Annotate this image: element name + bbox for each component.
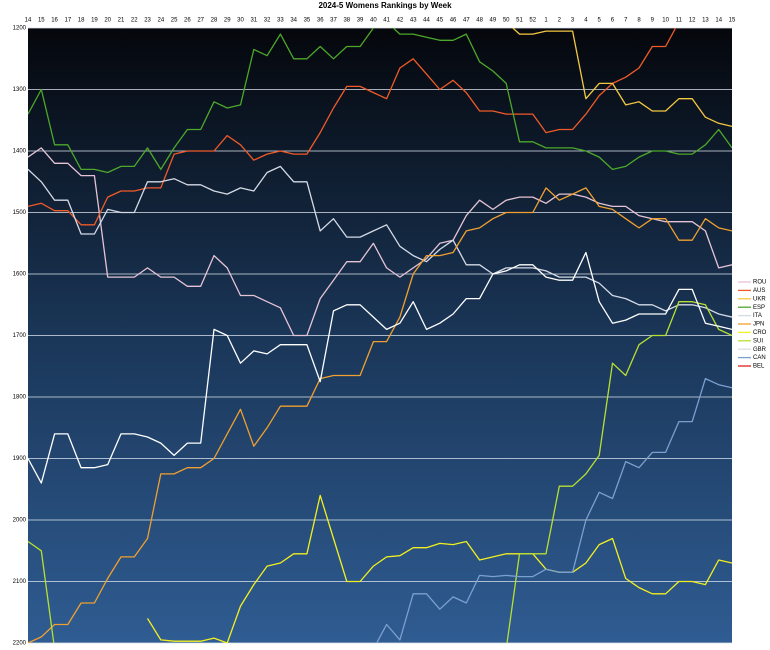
x-tick-label: 35 (304, 18, 311, 24)
x-tick-label: 38 (343, 18, 350, 24)
y-tick-label: 1500 (13, 210, 27, 216)
y-tick-label: 1200 (13, 26, 27, 32)
x-tick-label: 34 (290, 18, 297, 24)
y-tick-label: 2200 (13, 641, 27, 647)
legend-label: BEL (753, 364, 765, 370)
x-tick-label: 49 (490, 18, 497, 24)
x-tick-label: 13 (702, 18, 709, 24)
series-line (375, 377, 732, 643)
x-tick-label: 43 (410, 18, 417, 24)
x-tick-label: 9 (651, 18, 655, 24)
x-tick-label: 42 (397, 18, 404, 24)
legend-label: ROU (753, 280, 766, 286)
x-tick-label: 47 (463, 18, 470, 24)
legend-label: GBR (753, 347, 767, 353)
x-tick-label: 19 (91, 18, 98, 24)
legend-label: ITA (753, 313, 762, 319)
y-tick-label: 1600 (13, 272, 27, 278)
x-tick-label: 32 (264, 18, 271, 24)
x-tick-label: 51 (516, 18, 523, 24)
legend-label: CRO (753, 330, 767, 336)
x-tick-label: 37 (330, 18, 337, 24)
x-tick-label: 12 (689, 18, 696, 24)
series-line (28, 301, 732, 643)
x-tick-label: 6 (611, 18, 615, 24)
x-tick-label: 48 (476, 18, 483, 24)
x-tick-label: 27 (197, 18, 204, 24)
x-tick-label: 20 (104, 18, 111, 24)
x-tick-label: 3 (571, 18, 575, 24)
legend-label: ESP (753, 305, 765, 311)
x-tick-label: 16 (51, 18, 58, 24)
legend-label: AUS (753, 288, 765, 294)
x-tick-label: 31 (250, 18, 257, 24)
series-line (146, 494, 732, 643)
x-tick-label: 33 (277, 18, 284, 24)
x-tick-label: 10 (662, 18, 669, 24)
x-tick-label: 28 (211, 18, 218, 24)
y-tick-label: 1300 (13, 87, 27, 93)
series-line (28, 165, 732, 318)
legend-label: CAN (753, 355, 766, 361)
x-tick-label: 24 (157, 18, 164, 24)
x-tick-label: 25 (171, 18, 178, 24)
y-tick-label: 1900 (13, 456, 27, 462)
x-tick-label: 1 (544, 18, 548, 24)
x-tick-label: 26 (184, 18, 191, 24)
chart-title: 2024-5 Womens Rankings by Week (318, 1, 452, 10)
x-tick-label: 14 (715, 18, 722, 24)
legend-label: SUI (753, 338, 763, 344)
y-tick-label: 1800 (13, 395, 27, 401)
x-tick-label: 29 (224, 18, 231, 24)
x-tick-label: 15 (729, 18, 736, 24)
x-tick-label: 36 (317, 18, 324, 24)
legend-label: UKR (753, 296, 766, 302)
y-tick-label: 2100 (13, 579, 27, 585)
x-tick-label: 45 (436, 18, 443, 24)
series-line (511, 28, 732, 128)
y-tick-label: 1400 (13, 149, 27, 155)
y-tick-label: 2000 (13, 518, 27, 524)
x-tick-label: 52 (529, 18, 536, 24)
x-tick-label: 2 (558, 18, 562, 24)
x-tick-label: 41 (383, 18, 390, 24)
x-tick-label: 14 (25, 18, 32, 24)
legend-label: JPN (753, 322, 764, 328)
x-tick-label: 30 (237, 18, 244, 24)
x-tick-label: 23 (144, 18, 151, 24)
series-line (28, 187, 732, 643)
x-tick-label: 21 (118, 18, 125, 24)
x-tick-label: 4 (584, 18, 588, 24)
x-tick-label: 17 (65, 18, 72, 24)
x-tick-label: 39 (357, 18, 364, 24)
x-tick-label: 50 (503, 18, 510, 24)
x-tick-label: 11 (676, 18, 683, 24)
series-line (28, 251, 732, 484)
x-tick-label: 7 (624, 18, 628, 24)
series-line (28, 28, 677, 226)
series-line (28, 28, 732, 174)
x-tick-label: 40 (370, 18, 377, 24)
x-tick-label: 8 (637, 18, 641, 24)
y-tick-label: 1700 (13, 333, 27, 339)
x-tick-label: 15 (38, 18, 45, 24)
x-tick-label: 44 (423, 18, 430, 24)
x-tick-label: 5 (597, 18, 601, 24)
x-tick-label: 22 (131, 18, 138, 24)
x-tick-label: 18 (78, 18, 85, 24)
series-line (28, 147, 732, 337)
x-tick-label: 46 (450, 18, 457, 24)
